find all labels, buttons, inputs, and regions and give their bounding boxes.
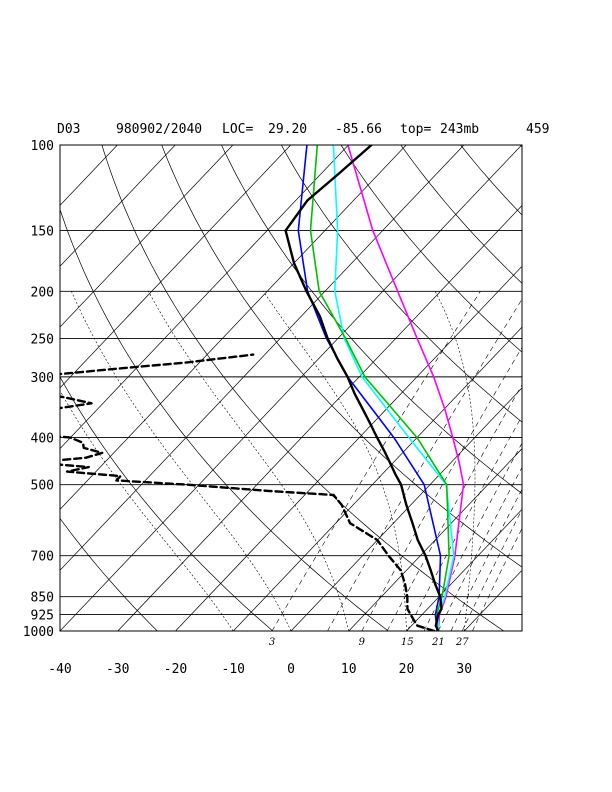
isotherm-line (521, 630, 522, 631)
temperature-label--40: -40 (48, 662, 71, 677)
mixing-ratio-label-9: 9 (359, 637, 366, 648)
temperature-label-0: 0 (287, 662, 295, 677)
temperature-label--20: -20 (164, 662, 187, 677)
mixing-ratio-label-21: 21 (431, 637, 445, 648)
background-lines (0, 145, 522, 631)
isotherm-line (60, 145, 407, 510)
header-top-value: 243mb (440, 122, 479, 137)
mixing-ratio-line (472, 527, 522, 631)
header-datetime: 980902/2040 (116, 122, 202, 137)
dry-adiabat-line (60, 517, 158, 631)
mixing-ratio-line (327, 298, 522, 631)
sounding-traces (60, 145, 465, 631)
header-lat: 29.20 (268, 122, 307, 137)
dry-adiabat-line (221, 145, 522, 495)
moist-adiabat-line (71, 291, 292, 631)
mixing-ratio-labels: 3 9 15 21 27 (269, 637, 469, 648)
temperature-label-20: 20 (399, 662, 415, 677)
temperature-axis-labels: -40 -30 -20 -10 0 10 20 30 (48, 662, 472, 677)
moist-adiabat-line (263, 291, 407, 631)
isotherm-line (348, 448, 522, 631)
mixing-ratio-line (461, 508, 522, 631)
isotherm-line (464, 569, 522, 631)
pressure-label-700: 700 (31, 550, 54, 565)
pressure-label-1000: 1000 (23, 625, 54, 640)
mixing-ratio-label-3: 3 (269, 637, 275, 648)
mixing-ratio-line (406, 415, 522, 631)
mixing-ratio-line (386, 384, 522, 631)
isotherm-line (60, 145, 465, 571)
temperature-label--30: -30 (106, 662, 129, 677)
isotherm-line (60, 145, 234, 328)
pressure-label-500: 500 (31, 479, 54, 494)
isotherm-line (175, 265, 522, 631)
dry-adiabat-line (520, 145, 522, 148)
isotherm-line (60, 145, 118, 206)
isotherm-line (60, 145, 349, 450)
parcel-trace-0000ff (297, 145, 442, 631)
temperature-label-30: 30 (456, 662, 472, 677)
mixing-ratio-label-27: 27 (455, 637, 469, 648)
isobar-lines (60, 144, 522, 632)
pressure-label-300: 300 (31, 371, 54, 386)
moist-adiabat-line (434, 291, 476, 631)
pressure-label-250: 250 (31, 332, 54, 347)
temperature-label-10: 10 (341, 662, 357, 677)
mixing-ratio-line (271, 291, 481, 631)
chart-header: D03 980902/2040 LOC= 29.20 -85.66 top= 2… (57, 122, 549, 137)
parcel-trace-00ffff (332, 145, 455, 631)
header-lon: -85.66 (335, 122, 382, 137)
parcel-trace-00c000 (309, 145, 450, 631)
plot-frame (59, 144, 523, 632)
isotherm-line (233, 326, 522, 631)
pressure-label-150: 150 (31, 225, 54, 240)
isotherm-line (290, 387, 522, 631)
isotherm-line (406, 508, 522, 631)
dry-adiabat-line (280, 145, 522, 423)
dry-adiabat-line (460, 145, 522, 216)
isotherm-line (60, 145, 522, 631)
header-top-label: top= (400, 122, 431, 137)
dewpoint-trace-000000 (60, 353, 436, 631)
header-loc-label: LOC= (222, 122, 253, 137)
mixing-ratio-line (450, 488, 522, 631)
dry-adiabat-line (340, 145, 522, 353)
isotherm-line (117, 205, 522, 631)
parcel-trace-ff00ff (347, 145, 465, 631)
dry-adiabat-line (60, 376, 274, 631)
header-station: 459 (526, 122, 549, 137)
temperature-trace-000000 (284, 145, 443, 631)
dry-adiabat-line (101, 145, 504, 631)
temperature-label--10: -10 (222, 662, 245, 677)
isotherm-line (0, 145, 2, 631)
dry-adiabat-line (161, 145, 522, 568)
dry-adiabat-line (400, 145, 522, 284)
pressure-label-400: 400 (31, 432, 54, 447)
pressure-label-850: 850 (31, 591, 54, 606)
pressure-label-100: 100 (31, 139, 54, 154)
moist-adiabat-line (148, 291, 350, 631)
isotherm-line (60, 145, 176, 267)
pressure-label-925: 925 (31, 609, 54, 624)
header-model: D03 (57, 122, 80, 137)
mixing-ratio-line (438, 466, 522, 631)
dry-adiabat-line (60, 208, 389, 631)
mixing-ratio-label-15: 15 (401, 637, 414, 648)
moist-adiabat-line (60, 389, 234, 631)
pressure-label-200: 200 (31, 285, 54, 300)
isotherm-line (60, 145, 291, 389)
mixing-ratio-line (423, 442, 522, 631)
